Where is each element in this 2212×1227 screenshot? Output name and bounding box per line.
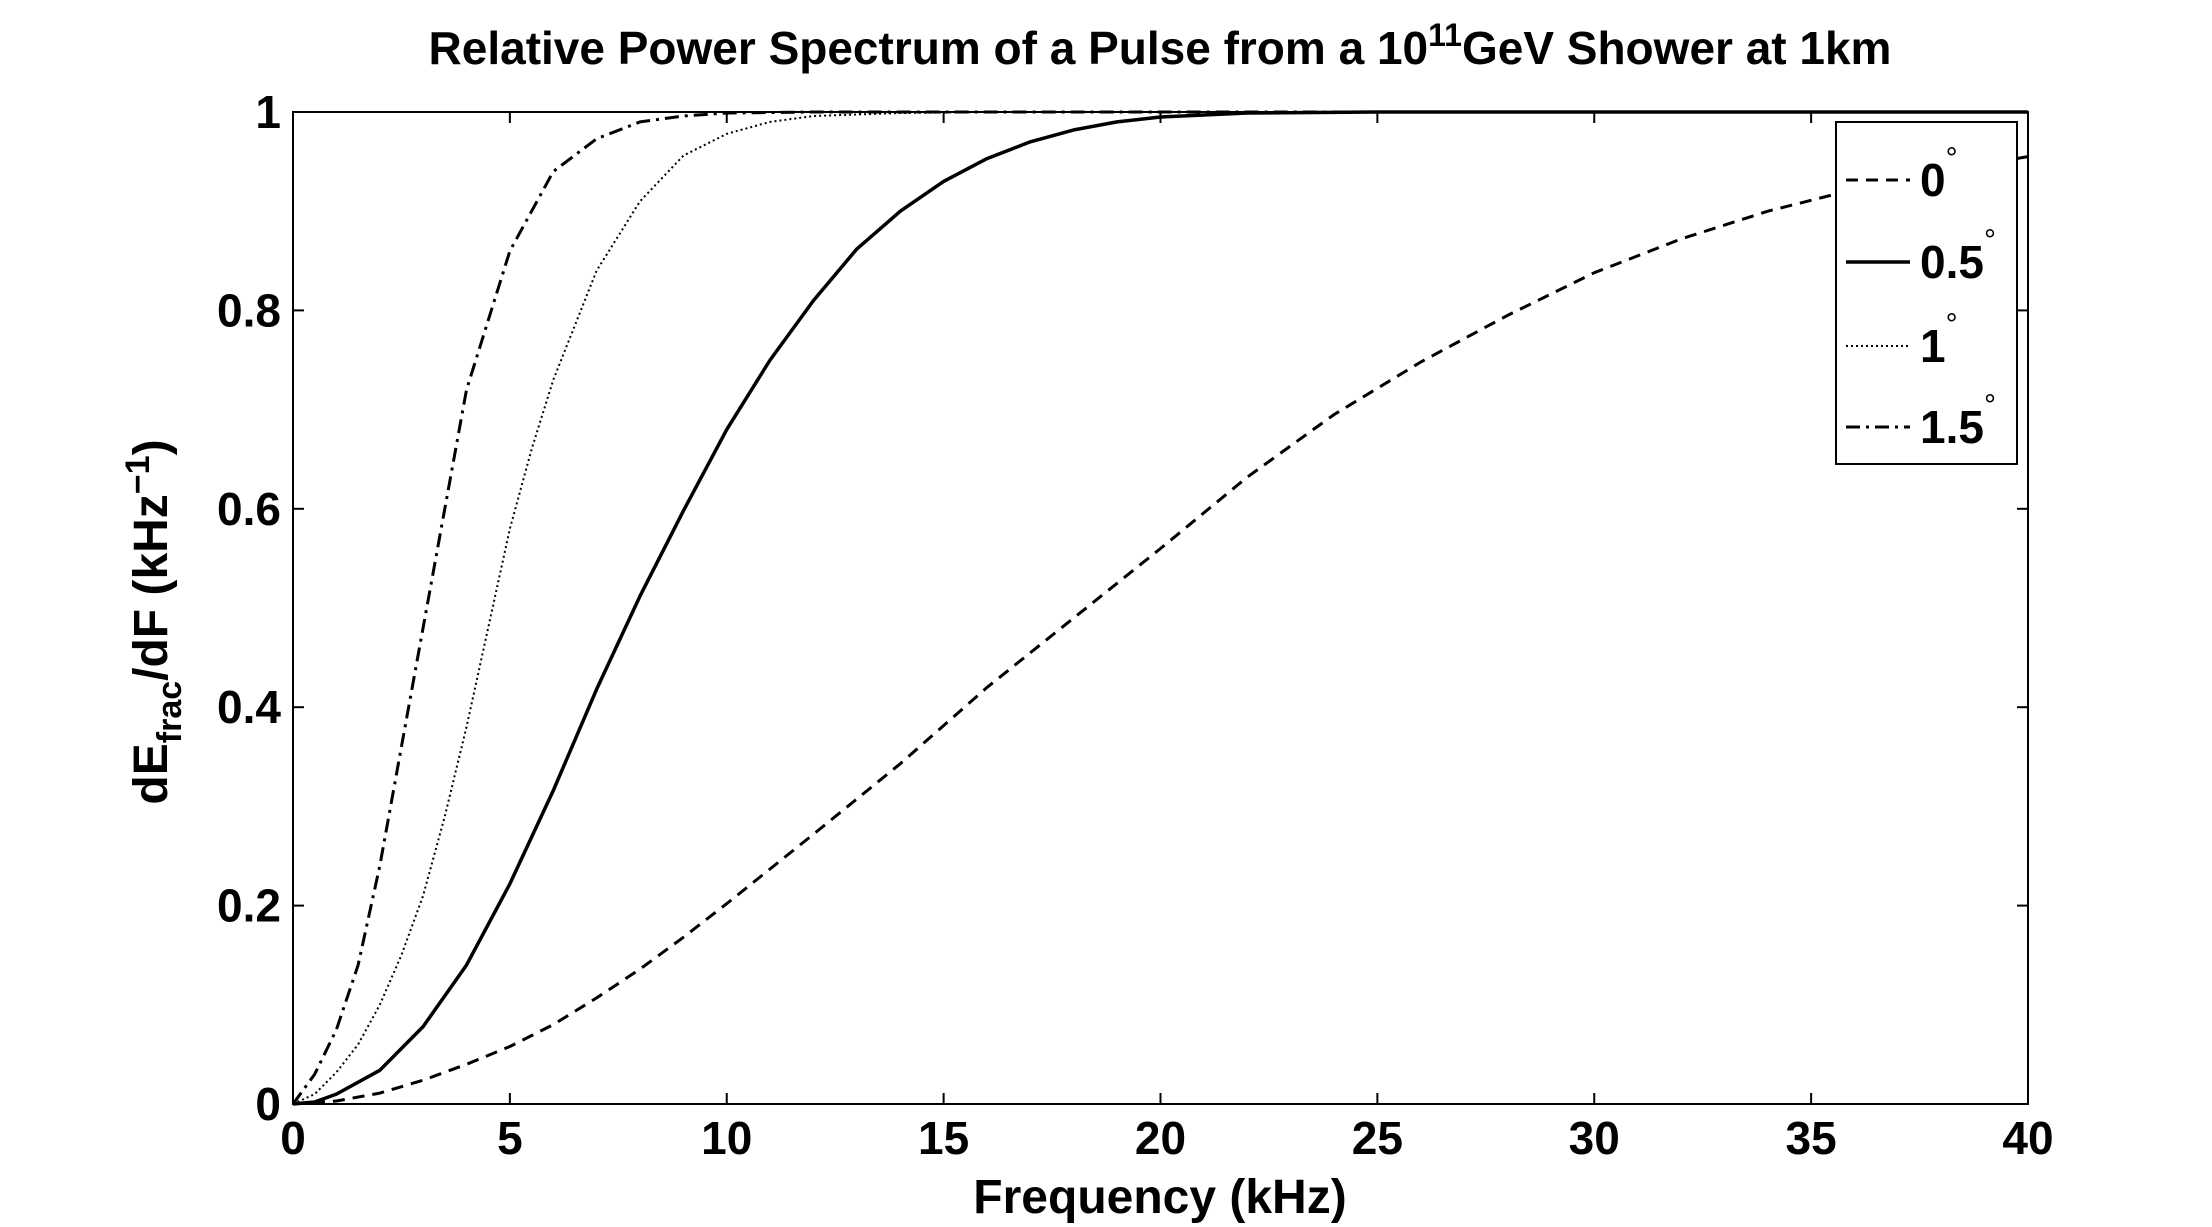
y-axis-label-superscript: −1: [119, 455, 157, 494]
legend-label-value: 0.5: [1920, 236, 1984, 288]
legend-label-degree: °: [1946, 142, 1958, 175]
x-tick-label: 0: [280, 1112, 306, 1164]
x-axis-label: Frequency (kHz): [973, 1171, 1346, 1224]
x-tick-label: 5: [497, 1112, 523, 1164]
chart-title-superscript: 11: [1428, 17, 1462, 53]
series-line-0-5: [292, 110, 2028, 1106]
series-layer: [291, 110, 2029, 1106]
x-tick-label: 15: [918, 1112, 969, 1164]
x-tick-label: 20: [1135, 1112, 1186, 1164]
x-tick-label: 30: [1569, 1112, 1620, 1164]
legend-label: 1.5°: [1920, 389, 1996, 453]
y-tick-label: 0.6: [217, 483, 281, 535]
plot-frame: [292, 111, 2029, 1105]
y-axis-label-part2: /dF (kHz: [125, 494, 178, 681]
series-line-0: [292, 155, 2029, 1106]
x-tick-label: 35: [1786, 1112, 1837, 1164]
x-tick-label: 10: [701, 1112, 752, 1164]
chart-title: Relative Power Spectrum of a Pulse from …: [429, 17, 1892, 74]
y-tick-label: 0: [255, 1078, 281, 1130]
legend-label-degree: °: [1946, 308, 1958, 341]
y-axis-label-part3: ): [125, 439, 178, 455]
y-tick-label: 0.4: [217, 681, 281, 733]
legend-label-value: 1.5: [1920, 401, 1984, 453]
legend: 0°0.5°1°1.5°: [1835, 121, 2018, 465]
legend-label: 0°: [1920, 142, 1958, 206]
legend-label-value: 1: [1920, 320, 1946, 372]
series-line-1-5: [291, 110, 2028, 1105]
plot-area: [292, 111, 2029, 1105]
y-axis-label-part1: dE: [125, 743, 178, 804]
x-tick-label: 40: [2002, 1112, 2053, 1164]
legend-label-degree: °: [1984, 389, 1996, 422]
legend-label-value: 0: [1920, 154, 1946, 206]
y-tick-label: 0.2: [217, 880, 281, 932]
y-axis-label-subscript: frac: [151, 681, 189, 743]
y-tick-label: 0.8: [217, 284, 281, 336]
y-tick-label: 1: [255, 86, 281, 138]
legend-label: 0.5°: [1920, 224, 1996, 288]
x-tick-label: 25: [1352, 1112, 1403, 1164]
chart-title-after: GeV Shower at 1km: [1462, 22, 1892, 74]
y-axis-label: dEfrac/dF (kHz−1): [119, 439, 189, 804]
legend-label: 1°: [1920, 308, 1958, 372]
chart-title-before: Relative Power Spectrum of a Pulse from …: [429, 22, 1429, 74]
legend-label-degree: °: [1984, 224, 1996, 257]
